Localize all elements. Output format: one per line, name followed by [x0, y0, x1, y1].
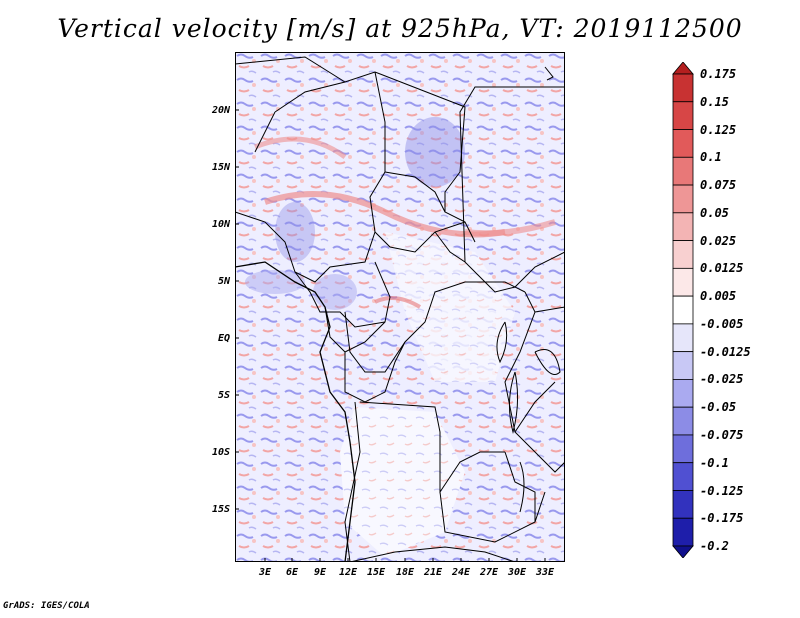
- colorbar-segment: [672, 184, 694, 214]
- colorbar-label: 0.175: [700, 67, 737, 81]
- grads-credit: GrADS: IGES/COLA: [3, 601, 90, 611]
- colorbar-segment: [672, 62, 694, 75]
- colorbar-label: 0.075: [700, 178, 737, 193]
- colorbar-label: -0.0125: [700, 344, 751, 359]
- colorbar-label: 0.005: [700, 289, 737, 304]
- colorbar-segment: [672, 462, 694, 491]
- colorbar-segment: [672, 545, 694, 558]
- colorbar-segment: [672, 240, 694, 269]
- lon-label-27e: 27E: [479, 567, 499, 578]
- lon-label-15e: 15E: [366, 567, 386, 578]
- colorbar-segment: [672, 351, 694, 380]
- colorbar-segment: [672, 517, 694, 547]
- colorbar-segment: [672, 156, 694, 186]
- lon-label-3e: 3E: [258, 567, 272, 578]
- lat-label-15n: 15N: [211, 162, 230, 173]
- colorbar-label: -0.025: [700, 372, 744, 387]
- colorbar-segment: [672, 212, 694, 241]
- colorbar-label: 0.1: [700, 150, 722, 165]
- map-title: Vertical velocity [m/s] at 925hPa, VT: 2…: [57, 14, 743, 43]
- colorbar-label: -0.2: [700, 539, 729, 553]
- colorbar-label: -0.005: [700, 316, 744, 331]
- colorbar-label: 0.05: [700, 205, 729, 220]
- lon-label-33e: 33E: [535, 567, 555, 578]
- country-borders: [235, 56, 565, 562]
- lon-label-12e: 12E: [338, 567, 358, 578]
- colorbar-label: -0.125: [700, 483, 744, 498]
- colorbar-segment: [672, 129, 694, 158]
- colorbar-segment: [672, 267, 694, 297]
- colorbar-segment: [672, 406, 694, 436]
- colorbar-label: 0.025: [700, 233, 737, 248]
- colorbar-label: -0.175: [700, 511, 744, 526]
- lon-label-30e: 30E: [507, 567, 527, 578]
- colorbar-label: -0.075: [700, 427, 744, 442]
- colorbar-label: 0.0125: [700, 261, 744, 276]
- lat-label-10s: 10S: [211, 447, 230, 458]
- colorbar-segment: [672, 490, 694, 519]
- colorbar-segment: [672, 323, 694, 353]
- lon-label-24e: 24E: [451, 567, 471, 578]
- colorbar-label: -0.1: [700, 455, 729, 470]
- lon-label-6e: 6E: [285, 567, 299, 578]
- lat-label-20n: 20N: [211, 105, 230, 116]
- lon-label-21e: 21E: [423, 567, 443, 578]
- colorbar: [672, 62, 694, 558]
- colorbar-segment: [672, 73, 694, 103]
- lon-label-18e: 18E: [395, 567, 415, 578]
- lat-label-eq: EQ: [217, 333, 230, 344]
- map-plot: [235, 52, 565, 562]
- lon-label-9e: 9E: [313, 567, 327, 578]
- colorbar-segment: [672, 101, 694, 130]
- lat-label-5n: 5N: [217, 276, 230, 287]
- colorbar-segment: [672, 379, 694, 408]
- lat-label-5s: 5S: [217, 390, 230, 401]
- lat-label-15s: 15S: [211, 504, 230, 515]
- lat-label-10n: 10N: [211, 219, 230, 230]
- colorbar-segment: [672, 434, 694, 464]
- colorbar-label: -0.05: [700, 400, 737, 415]
- colorbar-segment: [672, 295, 694, 325]
- colorbar-label: 0.15: [700, 94, 729, 109]
- colorbar-label: 0.125: [700, 122, 737, 137]
